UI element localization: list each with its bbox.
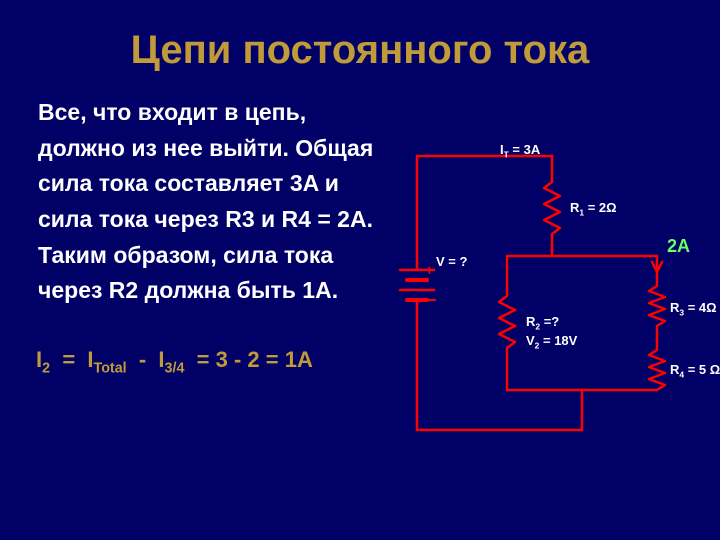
- page-title: Цепи постоянного тока: [0, 28, 720, 73]
- eq-t2-sub: 3/4: [165, 360, 185, 376]
- body-text: Все, что входит в цепь, должно из нее вы…: [38, 95, 378, 309]
- label-it: IT = 3A: [500, 142, 540, 160]
- eq-lhs-sub: 2: [42, 360, 50, 376]
- battery-plus: +: [425, 262, 434, 279]
- slide: Цепи постоянного тока Все, что входит в …: [0, 0, 720, 540]
- eq-vals: = 3 - 2 = 1A: [197, 347, 313, 372]
- label-r3: R3 = 4Ω: [670, 300, 717, 318]
- label-v2: V2 = 18V: [526, 333, 577, 351]
- label-r2: R2 =?: [526, 314, 559, 332]
- label-v: V = ?: [436, 254, 467, 269]
- eq-t1-sub: Total: [94, 360, 127, 376]
- eq-minus: -: [139, 347, 146, 372]
- eq-equals: =: [62, 347, 75, 372]
- label-r4: R4 = 5 Ω: [670, 362, 720, 380]
- circuit-diagram: [392, 138, 712, 448]
- label-branch-current: 2A: [667, 236, 690, 257]
- equation: I2 = ITotal - I3/4 = 3 - 2 = 1A: [36, 347, 313, 376]
- battery-minus: −: [426, 290, 437, 311]
- label-r1: R1 = 2Ω: [570, 200, 617, 218]
